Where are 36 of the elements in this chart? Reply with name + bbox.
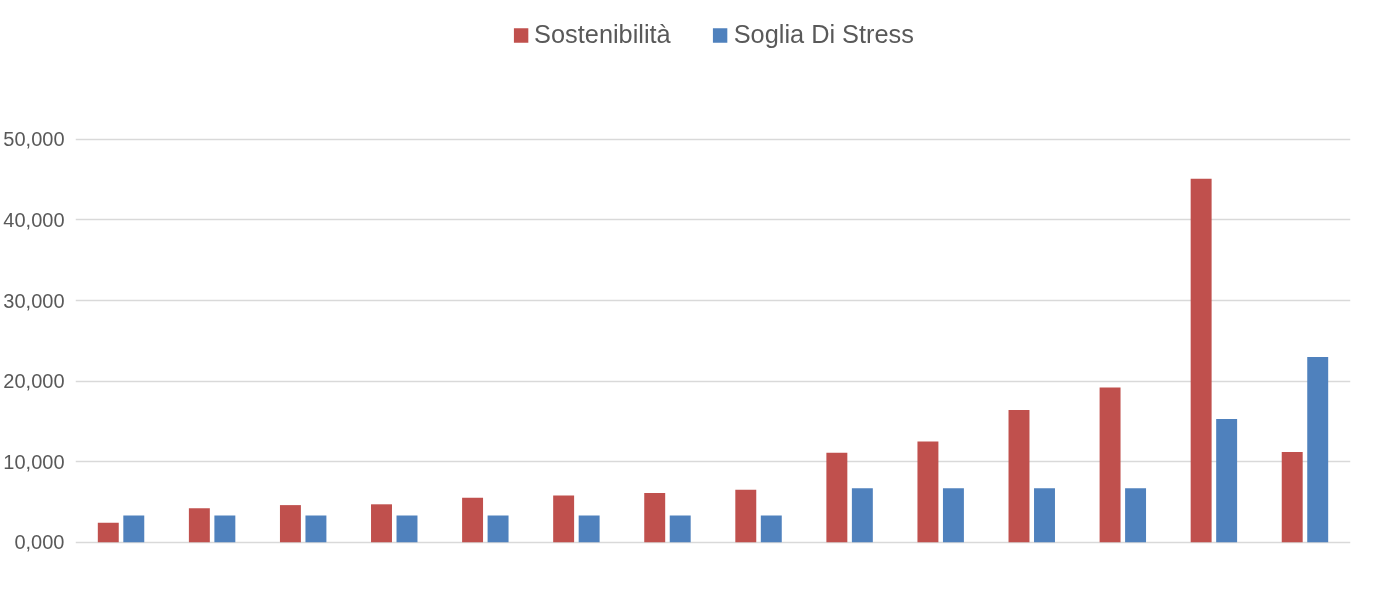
bar xyxy=(396,515,418,543)
bar xyxy=(305,515,327,543)
y-tick-label: 30,000 xyxy=(3,289,65,312)
bar xyxy=(214,515,236,543)
legend-label: Sostenibilità xyxy=(534,20,671,49)
y-tick-label: 0,000 xyxy=(14,531,65,554)
y-tick-label: 40,000 xyxy=(3,208,65,231)
bar xyxy=(669,515,691,543)
bar xyxy=(1281,451,1303,543)
bar xyxy=(1099,387,1121,543)
legend-label: Soglia Di Stress xyxy=(733,20,914,49)
bar xyxy=(1125,488,1147,543)
bar xyxy=(644,493,666,543)
bar xyxy=(279,505,301,543)
bar xyxy=(578,515,600,543)
bar xyxy=(123,515,145,543)
bar xyxy=(735,489,757,543)
bar xyxy=(1216,418,1238,543)
bar xyxy=(1034,488,1055,543)
bar xyxy=(826,452,848,543)
bar xyxy=(917,441,939,543)
bar xyxy=(942,488,964,543)
bar xyxy=(462,497,484,543)
y-tick-label: 50,000 xyxy=(3,128,65,151)
bar xyxy=(1307,356,1329,543)
bar xyxy=(851,488,873,543)
bar xyxy=(1008,410,1030,543)
y-tick-label: 10,000 xyxy=(3,450,65,473)
y-tick-label: 20,000 xyxy=(3,370,65,393)
bar xyxy=(760,515,782,543)
bar xyxy=(1190,178,1212,543)
bar xyxy=(188,508,210,543)
bar xyxy=(553,495,575,543)
bar xyxy=(97,522,119,543)
bar xyxy=(487,515,509,543)
bar xyxy=(371,504,392,543)
